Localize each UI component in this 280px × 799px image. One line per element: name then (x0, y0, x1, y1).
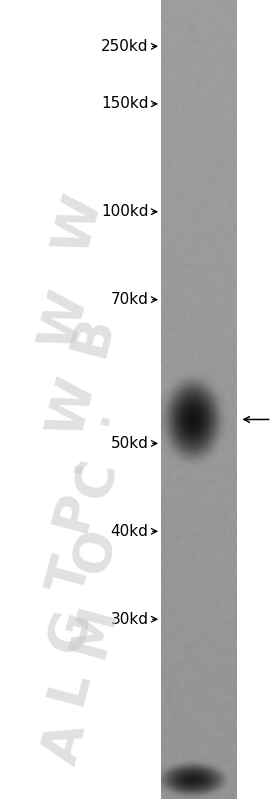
Text: 100kd: 100kd (101, 205, 148, 219)
Text: 50kd: 50kd (111, 436, 148, 451)
Text: W: W (40, 372, 106, 443)
Text: .: . (46, 451, 91, 476)
Text: A: A (35, 717, 96, 769)
Text: G: G (39, 603, 101, 659)
Text: W: W (32, 284, 97, 355)
Text: C: C (66, 454, 127, 505)
Text: M: M (62, 599, 126, 663)
Text: 250kd: 250kd (101, 39, 148, 54)
Text: W: W (46, 189, 111, 259)
Text: 30kd: 30kd (110, 612, 148, 626)
Text: T: T (40, 551, 100, 599)
Text: .: . (73, 403, 118, 428)
Text: 40kd: 40kd (111, 524, 148, 539)
Text: B: B (62, 309, 123, 362)
Text: L: L (39, 664, 98, 710)
Text: 70kd: 70kd (111, 292, 148, 307)
Text: 150kd: 150kd (101, 97, 148, 111)
Text: P: P (44, 486, 104, 537)
Text: O: O (64, 523, 126, 580)
